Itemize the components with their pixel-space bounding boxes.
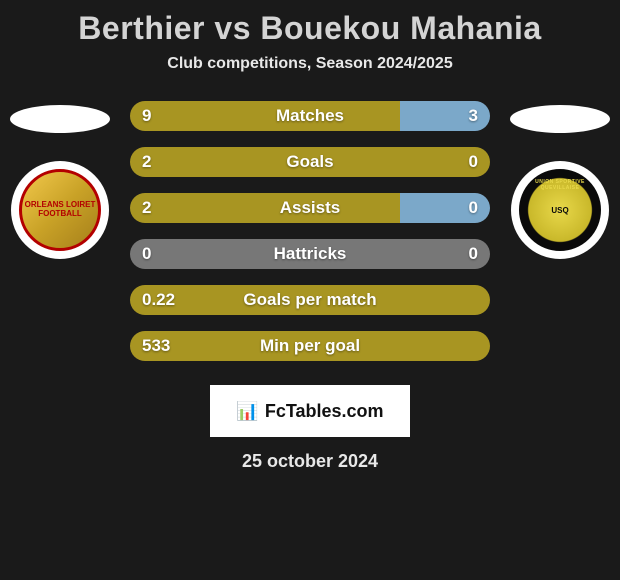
stat-label: Goals xyxy=(130,147,490,177)
right-badge-text: UNION SPORTIVE QUEVILLAISE xyxy=(523,179,597,191)
page-title: Berthier vs Bouekou Mahania xyxy=(0,10,620,47)
right-side: UNION SPORTIVE QUEVILLAISE USQ xyxy=(500,101,620,259)
chart-icon: 📊 xyxy=(236,401,258,422)
stat-label: Matches xyxy=(130,101,490,131)
brand-box: 📊 FcTables.com xyxy=(210,385,410,437)
right-player-oval xyxy=(510,105,610,133)
left-side: ORLEANS LOIRET FOOTBALL xyxy=(0,101,120,259)
stat-label: Goals per match xyxy=(130,285,490,315)
subtitle: Club competitions, Season 2024/2025 xyxy=(0,55,620,73)
stat-row: 0.22Goals per match xyxy=(130,285,490,315)
stat-row: 20Assists xyxy=(130,193,490,223)
right-badge-inner: UNION SPORTIVE QUEVILLAISE USQ xyxy=(519,169,601,251)
left-badge-text: ORLEANS LOIRET FOOTBALL xyxy=(22,201,98,219)
left-club-badge: ORLEANS LOIRET FOOTBALL xyxy=(11,161,109,259)
left-badge-inner: ORLEANS LOIRET FOOTBALL xyxy=(19,169,101,251)
stat-label: Min per goal xyxy=(130,331,490,361)
comparison-row: ORLEANS LOIRET FOOTBALL 93Matches 20Goals… xyxy=(0,101,620,377)
left-player-oval xyxy=(10,105,110,133)
right-badge-center: USQ xyxy=(551,206,568,215)
stat-label: Assists xyxy=(130,193,490,223)
stat-bars: 93Matches 20Goals 20Assists 00Hattricks 0.22… xyxy=(130,101,490,377)
stat-row: 00Hattricks xyxy=(130,239,490,269)
date-label: 25 october 2024 xyxy=(0,451,620,472)
stat-row: 20Goals xyxy=(130,147,490,177)
stat-row: 533Min per goal xyxy=(130,331,490,361)
stat-row: 93Matches xyxy=(130,101,490,131)
brand-text: FcTables.com xyxy=(265,401,384,422)
right-club-badge: UNION SPORTIVE QUEVILLAISE USQ xyxy=(511,161,609,259)
stat-label: Hattricks xyxy=(130,239,490,269)
